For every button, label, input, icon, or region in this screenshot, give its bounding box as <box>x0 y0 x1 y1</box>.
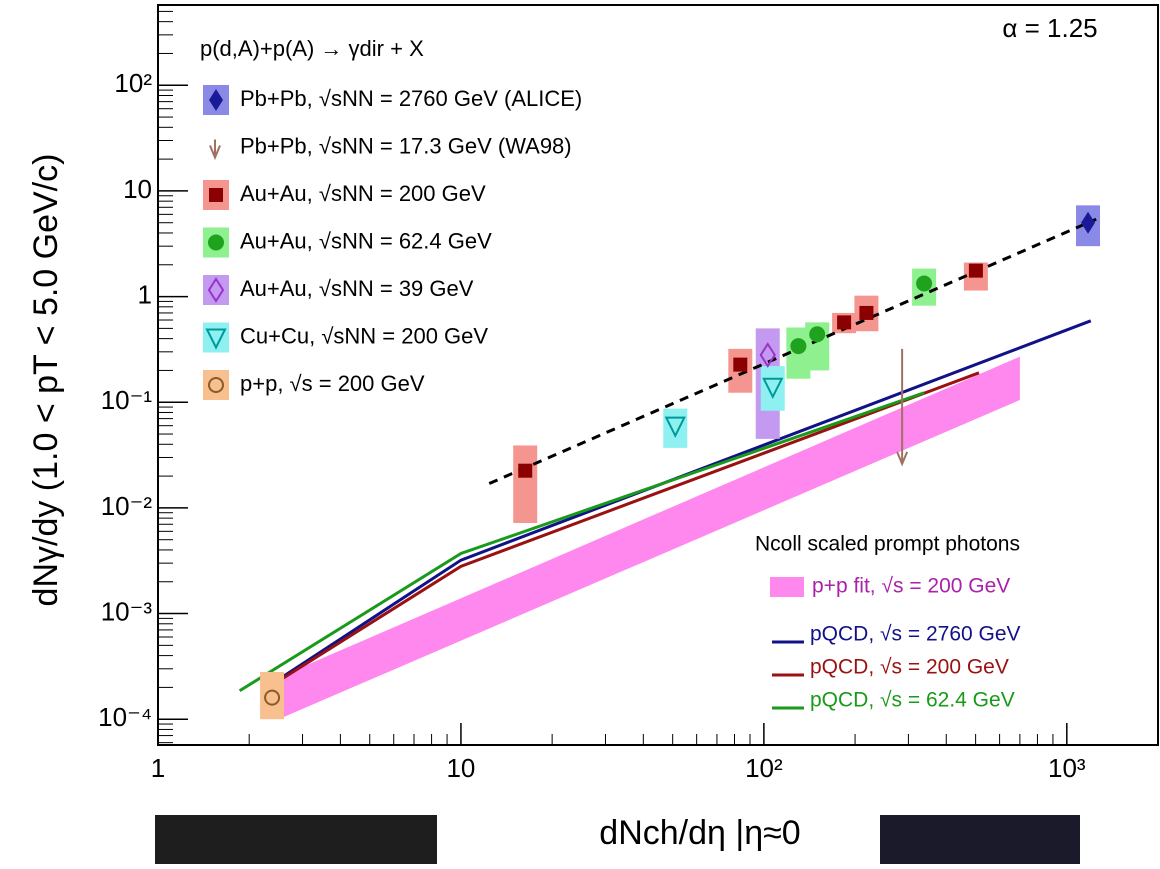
sys-box <box>663 409 687 448</box>
marker <box>210 140 220 158</box>
legend-label: Au+Au, √sNN = 62.4 GeV <box>240 228 492 253</box>
y-tick-label: 10⁻³ <box>101 596 153 626</box>
annotation: α = 1.25 <box>1002 13 1097 43</box>
sys-box <box>513 445 537 523</box>
legend-label: Pb+Pb, √sNN = 17.3 GeV (WA98) <box>240 133 572 158</box>
marker <box>969 264 983 278</box>
thumbnail <box>155 815 437 864</box>
sys-box <box>260 672 284 719</box>
legend-swatch <box>770 577 804 597</box>
y-axis-title: dNγ/dy (1.0 < pT < 5.0 GeV/c) <box>27 154 65 607</box>
y-tick-label: 10⁻⁴ <box>98 702 152 732</box>
legend-label: pQCD, √s = 62.4 GeV <box>810 689 1015 712</box>
marker <box>518 464 532 478</box>
marker <box>837 315 851 329</box>
marker <box>916 275 932 291</box>
legend-label: p+p fit, √s = 200 GeV <box>812 575 1010 598</box>
legend-label: Pb+Pb, √sNN = 2760 GeV (ALICE) <box>240 86 582 111</box>
x-tick-label: 10 <box>446 753 475 783</box>
sys-box <box>761 366 785 411</box>
marker <box>733 358 747 372</box>
x-tick-label: 10³ <box>1048 753 1086 783</box>
y-tick-label: 10 <box>123 174 152 204</box>
legend-label: pQCD, √s = 200 GeV <box>810 656 1009 679</box>
marker <box>208 235 224 251</box>
y-tick-label: 10⁻² <box>101 491 153 521</box>
y-tick-label: 10⁻¹ <box>101 385 153 415</box>
chart: α = 1.25 p(d,A)+p(A) → γdir + X Ncoll sc… <box>0 0 1160 864</box>
y-tick-label: 1 <box>138 279 152 309</box>
legend-label: Au+Au, √sNN = 39 GeV <box>240 276 474 301</box>
legend-box <box>203 370 229 400</box>
legend-label: pQCD, √s = 2760 GeV <box>810 623 1021 646</box>
marker <box>209 188 223 202</box>
legend-label: p+p, √s = 200 GeV <box>240 371 425 396</box>
legend-label: Au+Au, √sNN = 200 GeV <box>240 181 486 206</box>
legend-title: p(d,A)+p(A) → γdir + X <box>200 36 424 61</box>
y-tick-label: 10² <box>114 68 152 98</box>
x-tick-label: 1 <box>151 753 165 783</box>
x-tick-label: 10² <box>745 753 783 783</box>
marker <box>790 338 806 354</box>
legend-label: Cu+Cu, √sNN = 200 GeV <box>240 323 488 348</box>
marker <box>809 326 825 342</box>
legend-title: Ncoll scaled prompt photons <box>755 533 1020 556</box>
x-axis-title: dNch/dη |η≈0 <box>599 814 800 852</box>
marker <box>859 306 873 320</box>
thumbnail <box>880 815 1080 864</box>
